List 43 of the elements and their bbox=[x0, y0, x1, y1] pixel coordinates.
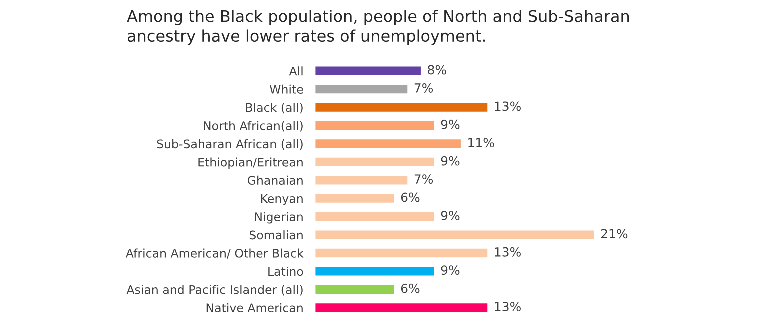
y-tick-label: All bbox=[289, 66, 303, 76]
y-tick-label: Ghanaian bbox=[248, 176, 303, 186]
y-tick-label: Latino bbox=[268, 266, 304, 276]
data-label: 13% bbox=[495, 102, 521, 112]
bar bbox=[315, 248, 490, 259]
bar bbox=[315, 102, 490, 114]
data-label: 8% bbox=[428, 65, 446, 75]
y-tick-label: Asian and Pacific Islander (all) bbox=[126, 285, 303, 296]
data-label: 9% bbox=[441, 210, 460, 220]
bar bbox=[315, 266, 436, 278]
data-label: 7% bbox=[414, 83, 434, 93]
y-tick-label: Native American bbox=[206, 303, 303, 313]
data-label: 9% bbox=[441, 266, 460, 276]
y-tick-label: Somalian bbox=[250, 230, 303, 240]
data-label: 6% bbox=[401, 192, 420, 202]
data-label: 11% bbox=[468, 138, 494, 148]
bar bbox=[315, 229, 595, 241]
data-label: 6% bbox=[401, 284, 420, 294]
bar bbox=[315, 192, 396, 204]
y-tick-label: North African(all) bbox=[204, 121, 303, 132]
data-label: 7% bbox=[414, 174, 434, 184]
y-tick-label: Nigerian bbox=[255, 212, 303, 224]
chart-title: Among the Black population, people of North and Sub-Saharan ancestry have lower rates of unemployment. bbox=[127, 10, 630, 46]
y-tick-label: Sub-Saharan African (all) bbox=[157, 139, 303, 150]
data-label: 9% bbox=[441, 120, 460, 130]
bar bbox=[315, 120, 436, 132]
bar bbox=[315, 302, 490, 314]
y-tick-label: White bbox=[270, 84, 304, 94]
y-tick-label: Kenyan bbox=[261, 194, 303, 206]
y-tick-label: Ethiopian/Eritrean bbox=[198, 158, 303, 170]
y-tick-label: African American/ Other Black bbox=[126, 248, 304, 259]
bar bbox=[315, 174, 410, 186]
data-label: 9% bbox=[441, 156, 460, 166]
data-label: 13% bbox=[495, 247, 521, 257]
bar bbox=[315, 84, 410, 96]
bar bbox=[315, 138, 462, 150]
bar bbox=[315, 156, 436, 168]
y-tick-label: Black (all) bbox=[246, 103, 303, 114]
bar bbox=[315, 65, 422, 77]
data-label: 13% bbox=[495, 302, 521, 312]
data-label: 21% bbox=[601, 229, 628, 239]
bar bbox=[315, 284, 396, 296]
bar bbox=[315, 211, 436, 223]
